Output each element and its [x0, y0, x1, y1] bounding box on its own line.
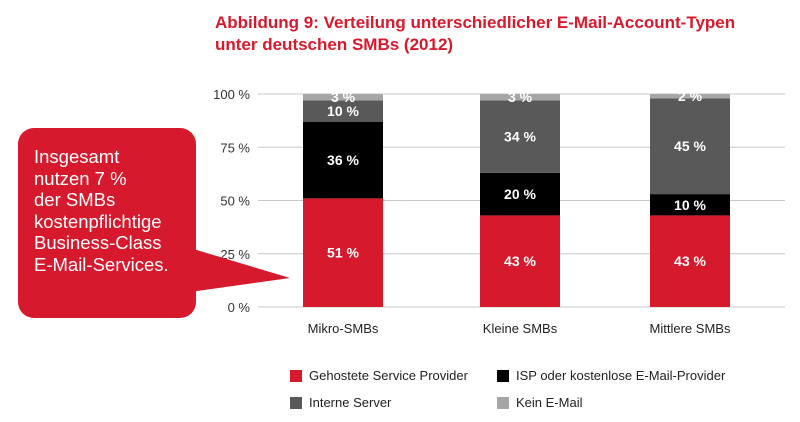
- bar-data-label: 10 %: [674, 197, 706, 213]
- x-tick-label: Mikro-SMBs: [308, 321, 379, 336]
- y-tick-label: 25 %: [220, 247, 250, 262]
- bar-segment: [480, 215, 560, 307]
- x-tick-label: Mittlere SMBs: [650, 321, 731, 336]
- legend-swatch: [290, 369, 302, 382]
- bar-data-label: 20 %: [504, 186, 536, 202]
- callout-bubble: [18, 128, 196, 318]
- bar-data-label: 45 %: [674, 138, 706, 154]
- bar-data-label: 10 %: [327, 103, 359, 119]
- y-tick-label: 100 %: [213, 87, 250, 102]
- legend-label: Gehostete Service Provider: [309, 368, 468, 383]
- bar-data-label: 34 %: [504, 129, 536, 145]
- legend-swatch: [497, 396, 509, 409]
- chart-title: Abbildung 9: Verteilung unterschiedliche…: [215, 12, 795, 56]
- bar-segment: [650, 215, 730, 307]
- bar-segment: [480, 172, 560, 216]
- callout-line: der SMBs: [34, 189, 116, 210]
- bar-segment: [303, 100, 383, 122]
- legend-item-no-email: Kein E-Mail: [497, 395, 582, 410]
- bar-data-label: 51 %: [327, 245, 359, 261]
- callout-pointer: [190, 248, 290, 292]
- callout-line: Business-Class: [34, 232, 162, 253]
- chart-title-line1: Abbildung 9: Verteilung unterschiedliche…: [215, 13, 736, 32]
- bar-data-label: 3 %: [508, 89, 533, 105]
- callout-line: E-Mail-Services.: [34, 253, 169, 275]
- bar-segment: [650, 194, 730, 216]
- bar-segment: [650, 98, 730, 195]
- bar-segment: [480, 100, 560, 173]
- legend-item-isp: ISP oder kostenlose E-Mail-Provider: [497, 368, 725, 383]
- bar-segment: [303, 198, 383, 307]
- legend-label: Interne Server: [309, 395, 392, 410]
- callout-line: kostenpflichtige: [34, 210, 162, 232]
- bar-segment: [303, 94, 383, 101]
- y-tick-label: 50 %: [220, 194, 250, 209]
- legend-item-hosted: Gehostete Service Provider: [290, 368, 468, 383]
- bar-segment: [480, 94, 560, 101]
- bar-segment: [650, 94, 730, 99]
- bar-data-label: 43 %: [674, 253, 706, 269]
- bar-data-label: 3 %: [331, 89, 356, 105]
- x-tick-label: Kleine SMBs: [483, 321, 558, 336]
- bar-data-label: 2 %: [678, 88, 703, 104]
- callout-line: Insgesamt: [34, 146, 120, 167]
- chart-title-line2: unter deutschen SMBs (2012): [215, 35, 454, 54]
- y-tick-label: 75 %: [220, 140, 250, 155]
- legend-item-internal: Interne Server: [290, 395, 391, 410]
- y-tick-label: 0 %: [228, 300, 251, 315]
- bar-data-label: 36 %: [327, 152, 359, 168]
- bar-segment: [303, 121, 383, 199]
- callout-line: nutzen 7 %: [34, 167, 127, 189]
- legend-label: Kein E-Mail: [516, 395, 583, 410]
- callout-text: Insgesamt nutzen 7 % der SMBs kostenpfli…: [34, 146, 204, 275]
- legend-swatch: [290, 396, 302, 409]
- bar-data-label: 43 %: [504, 253, 536, 269]
- legend-label: ISP oder kostenlose E-Mail-Provider: [516, 368, 726, 383]
- legend-swatch: [497, 369, 509, 382]
